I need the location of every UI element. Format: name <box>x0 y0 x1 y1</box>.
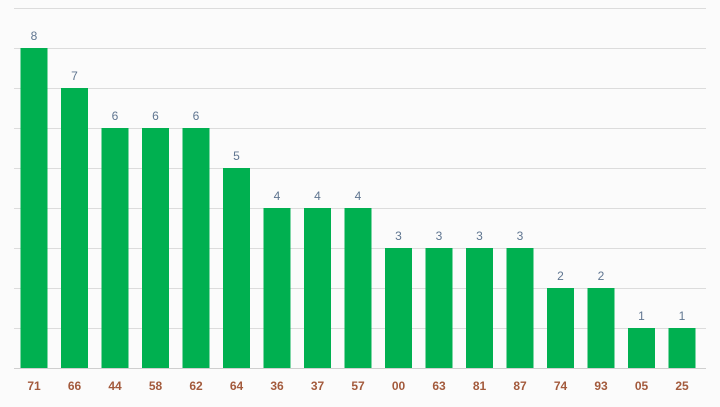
bars <box>20 48 696 368</box>
bar <box>61 88 88 368</box>
bar <box>263 208 291 368</box>
bar-value-label: 6 <box>112 109 119 123</box>
bar <box>101 128 129 368</box>
x-tick-label: 81 <box>473 379 487 393</box>
bar-value-label: 7 <box>71 69 78 83</box>
bar <box>142 128 169 368</box>
bar-value-label: 1 <box>638 309 645 323</box>
x-tick-label: 66 <box>68 379 82 393</box>
x-tick-label: 63 <box>432 379 446 393</box>
bar-value-label: 5 <box>233 149 240 163</box>
bar-value-label: 6 <box>152 109 159 123</box>
bar <box>547 288 574 368</box>
x-tick-label: 00 <box>392 379 406 393</box>
x-tick-labels: 71 66 44 58 62 64 36 37 57 00 63 81 87 74 93 05 25 <box>27 379 689 393</box>
bar-value-label: 4 <box>355 189 362 203</box>
x-tick-label: 64 <box>230 379 244 393</box>
x-tick-label: 62 <box>189 379 203 393</box>
bar-value-label: 1 <box>679 309 686 323</box>
bar <box>668 328 696 368</box>
bar <box>587 288 615 368</box>
x-tick-label: 71 <box>27 379 41 393</box>
bar <box>506 248 534 368</box>
x-tick-label: 36 <box>270 379 284 393</box>
bar-value-label: 3 <box>476 229 483 243</box>
x-tick-label: 74 <box>554 379 568 393</box>
bar-value-label: 3 <box>395 229 402 243</box>
bar <box>628 328 655 368</box>
bar <box>182 128 210 368</box>
x-tick-label: 44 <box>108 379 122 393</box>
x-tick-label: 25 <box>675 379 689 393</box>
x-tick-label: 58 <box>149 379 163 393</box>
bar-value-label: 4 <box>314 189 321 203</box>
x-tick-label: 87 <box>513 379 527 393</box>
bar <box>385 248 412 368</box>
x-tick-label: 57 <box>351 379 365 393</box>
x-tick-label: 37 <box>311 379 325 393</box>
bar-value-label: 2 <box>598 269 605 283</box>
bar-value-label: 6 <box>193 109 200 123</box>
bar <box>304 208 331 368</box>
bar-value-label: 4 <box>274 189 281 203</box>
bar-value-label: 3 <box>517 229 524 243</box>
bar <box>20 48 48 368</box>
bar-value-label: 2 <box>557 269 564 283</box>
x-tick-label: 05 <box>635 379 649 393</box>
value-labels: 8 7 6 6 6 5 4 4 4 3 3 3 3 2 2 1 1 <box>31 29 686 323</box>
bar <box>425 248 453 368</box>
bar <box>223 168 250 368</box>
bar-value-label: 8 <box>31 29 38 43</box>
bar-value-label: 3 <box>436 229 443 243</box>
x-tick-label: 93 <box>594 379 608 393</box>
bar <box>466 248 493 368</box>
bar <box>344 208 372 368</box>
